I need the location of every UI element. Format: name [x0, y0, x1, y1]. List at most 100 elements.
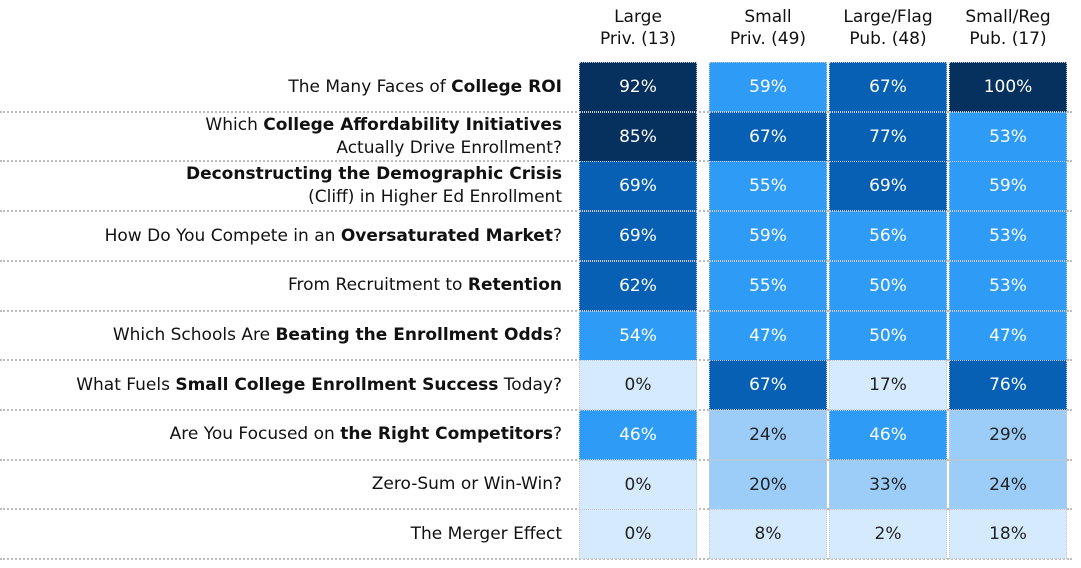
row-separator — [0, 210, 1072, 213]
row-label-text: The Many Faces of — [288, 76, 452, 97]
heatmap-cell: 47% — [709, 310, 827, 361]
row-label-bold-text: the Right Competitors — [340, 424, 553, 445]
row-separator — [0, 110, 1072, 113]
row-separator — [0, 458, 1072, 461]
heatmap-cell: 53% — [949, 111, 1067, 162]
row-label-text: The Merger Effect — [410, 523, 562, 544]
row-label-bold-text: Deconstructing the Demographic Crisis — [185, 164, 562, 185]
row-label-text: Which Schools Are — [112, 325, 276, 345]
heatmap-cell: 59% — [709, 211, 827, 262]
heatmap-cell: 20% — [709, 459, 827, 510]
heatmap-cell: 67% — [829, 62, 947, 112]
row-label-text: What Fuels — [76, 374, 176, 395]
heatmap-cell: 17% — [829, 360, 947, 411]
row-label: Deconstructing the Demographic Crisis (Cl… — [0, 161, 562, 211]
column-header-line: Small/Reg — [965, 7, 1051, 27]
row-label-line: From Recruitment to Retention — [288, 274, 562, 297]
heatmap-cell: 50% — [829, 260, 947, 311]
heatmap-cell: 67% — [709, 360, 827, 411]
row-label-line: Actually Drive Enrollment? — [336, 137, 562, 160]
heatmap-cell: 24% — [949, 459, 1067, 510]
heatmap-cell: 47% — [949, 310, 1067, 361]
row-label-text: Actually Drive Enrollment? — [336, 137, 562, 158]
row-label-text: Are You Focused on — [169, 424, 341, 445]
row-label-line: (Cliff) in Higher Ed Enrollment — [308, 186, 562, 209]
row-label-text: Today? — [498, 374, 562, 395]
row-label-text: From Recruitment to — [288, 275, 468, 296]
row-label: What Fuels Small College Enrollment Succ… — [0, 360, 562, 410]
column-header-line: Priv. (13) — [599, 29, 677, 49]
row-label: How Do You Compete in an Oversaturated M… — [0, 211, 562, 261]
row-separator — [0, 259, 1072, 262]
row-label-bold-text: Small College Enrollment Success — [175, 374, 499, 395]
row-separator — [0, 508, 1072, 511]
heatmap-cell: 50% — [829, 310, 947, 361]
heatmap-cell: 69% — [579, 211, 697, 262]
heatmap-cell: 69% — [829, 161, 947, 212]
row-separator — [0, 160, 1072, 163]
column-header: Small Priv. (49) — [709, 6, 827, 50]
row-label-bold-text: Beating the Enrollment Odds — [275, 325, 553, 345]
row-label: Are You Focused on the Right Competitors… — [0, 410, 562, 460]
column-header-line: Pub. (48) — [849, 29, 927, 49]
row-label-text: Which — [205, 114, 264, 135]
column-header-line: Large/Flag — [843, 7, 933, 27]
heatmap-cell: 92% — [579, 62, 697, 112]
column-header-line: Large — [614, 7, 662, 27]
heatmap-cell: 0% — [579, 360, 697, 411]
heatmap-cell: 67% — [709, 111, 827, 162]
heatmap-cell: 8% — [709, 509, 827, 560]
row-label-line: Are You Focused on the Right Competitors… — [170, 423, 562, 446]
row-separator — [0, 359, 1072, 362]
row-label-line: What Fuels Small College Enrollment Succ… — [76, 374, 562, 397]
heatmap-cell: 0% — [579, 509, 697, 560]
column-header-line: Pub. (17) — [969, 29, 1047, 49]
row-label-text: Zero-Sum or Win-Win? — [371, 474, 562, 495]
row-label-text: (Cliff) in Higher Ed Enrollment — [308, 187, 562, 208]
heatmap-cell: 0% — [579, 459, 697, 510]
column-header: Small/Reg Pub. (17) — [949, 6, 1067, 50]
row-label-text: How Do You Compete in an — [104, 225, 341, 246]
heatmap-cell: 54% — [579, 310, 697, 361]
row-label-line: The Merger Effect — [411, 523, 562, 546]
row-label-bold-text: Oversaturated Market — [340, 225, 553, 246]
heatmap-cell: 77% — [829, 111, 947, 162]
row-label-line: The Many Faces of College ROI — [288, 76, 562, 99]
heatmap-cell: 69% — [579, 161, 697, 212]
heatmap-cell: 2% — [829, 509, 947, 560]
heatmap-cell: 62% — [579, 260, 697, 311]
heatmap-cell: 55% — [709, 260, 827, 311]
heatmap-cell: 56% — [829, 211, 947, 262]
heatmap-cell: 53% — [949, 211, 1067, 262]
row-label-text: ? — [552, 325, 562, 345]
row-label-line: Deconstructing the Demographic Crisis — [186, 163, 562, 186]
heatmap-cell: 18% — [949, 509, 1067, 560]
column-header-line: Priv. (49) — [729, 29, 807, 49]
heatmap-cell: 46% — [829, 409, 947, 460]
heatmap-cell: 76% — [949, 360, 1067, 411]
row-separator — [0, 558, 1072, 560]
heatmap-cell: 46% — [579, 409, 697, 460]
column-header: Large Priv. (13) — [579, 6, 697, 50]
heatmap-cell: 59% — [949, 161, 1067, 212]
heatmap-cell: 55% — [709, 161, 827, 212]
row-separator — [0, 408, 1072, 411]
heatmap-cell: 59% — [709, 62, 827, 112]
heatmap-cell: 24% — [709, 409, 827, 460]
row-label-line: Zero-Sum or Win-Win? — [372, 473, 562, 496]
row-label-bold-text: Retention — [467, 275, 562, 296]
row-label-line: How Do You Compete in an Oversaturated M… — [105, 225, 562, 248]
row-label-text: ? — [552, 225, 562, 246]
row-label: From Recruitment to Retention — [0, 261, 562, 311]
row-label-line: Which Schools Are Beating the Enrollment… — [113, 324, 562, 347]
row-label: Which Schools Are Beating the Enrollment… — [0, 311, 562, 361]
row-label-bold-text: College ROI — [451, 76, 562, 97]
row-label: Which College Affordability Initiatives A… — [0, 112, 562, 162]
heatmap-cell: 100% — [949, 62, 1067, 112]
row-label: The Merger Effect — [0, 509, 562, 559]
column-header-line: Small — [744, 7, 792, 27]
row-label-bold-text: College Affordability Initiatives — [263, 114, 562, 135]
row-separator — [0, 309, 1072, 312]
row-label: Zero-Sum or Win-Win? — [0, 460, 562, 510]
column-header: Large/Flag Pub. (48) — [829, 6, 947, 50]
